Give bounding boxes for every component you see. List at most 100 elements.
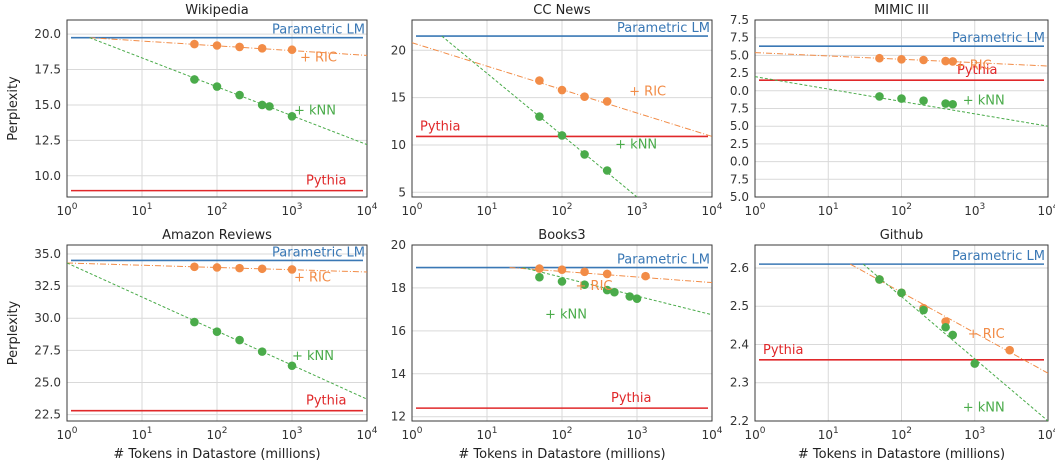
parametric-lm-label: Parametric LM bbox=[272, 23, 365, 38]
panel-mimic-iii: MIMIC III 100 101 102 103 104 5.0 7.5 0.0 2.5 5.0 7… bbox=[730, 3, 1055, 218]
y-tick-label: 20 bbox=[391, 43, 406, 57]
knn-point bbox=[625, 292, 635, 301]
ric-point bbox=[287, 265, 297, 274]
knn-point bbox=[970, 359, 980, 368]
knn-point bbox=[602, 285, 612, 295]
panel-cc-news: CC News 100 101 102 103 104 5 10 15 20 Parametric … bbox=[391, 3, 723, 218]
y-tick-label: 15.0 bbox=[34, 98, 61, 112]
plot-frame bbox=[411, 19, 713, 198]
x-tick-label: 104 bbox=[701, 202, 722, 218]
y-tick-label: 30.0 bbox=[34, 311, 61, 325]
knn-point bbox=[287, 111, 297, 121]
x-tick-label: 102 bbox=[551, 202, 572, 218]
x-tick-label: 104 bbox=[701, 426, 722, 442]
pythia-label: Pythia bbox=[763, 343, 803, 358]
ric-point bbox=[602, 97, 612, 106]
ric-point bbox=[190, 262, 199, 272]
panel-title: Github bbox=[880, 228, 924, 243]
x-tick-label: 103 bbox=[281, 426, 302, 442]
x-tick-label: 100 bbox=[56, 202, 77, 218]
y-tick-label: 5.0 bbox=[730, 190, 749, 204]
y-tick-label: 2.5 bbox=[730, 137, 749, 151]
x-axis-label: # Tokens in Datastore (millions) bbox=[458, 447, 665, 462]
y-tick-label: 2.5 bbox=[730, 66, 749, 80]
ric-point bbox=[1005, 345, 1014, 355]
y-tick-label: 10.0 bbox=[34, 169, 61, 183]
ric-label: + RIC bbox=[300, 51, 337, 66]
plot-frame bbox=[754, 244, 1049, 422]
ric-fit-line bbox=[89, 37, 367, 56]
knn-point bbox=[875, 275, 884, 284]
x-tick-label: 104 bbox=[1037, 202, 1055, 218]
ric-label: + RIC bbox=[629, 84, 666, 99]
y-tick-label: 20 bbox=[391, 238, 406, 252]
ric-point bbox=[535, 76, 544, 85]
ric-point bbox=[897, 54, 906, 64]
knn-label: + kNN bbox=[292, 349, 334, 364]
y-tick-label: 7.5 bbox=[730, 172, 749, 186]
y-tick-label: 5.0 bbox=[730, 48, 749, 62]
y-tick-label: 0.0 bbox=[730, 84, 749, 98]
y-tick-label: 5.0 bbox=[730, 119, 749, 133]
knn-point bbox=[897, 288, 906, 298]
y-tick-label: 7.5 bbox=[730, 31, 749, 45]
x-axis-label: # Tokens in Datastore (millions) bbox=[798, 447, 1005, 462]
knn-point bbox=[948, 330, 957, 340]
knn-point bbox=[190, 75, 199, 84]
x-tick-label: 104 bbox=[356, 202, 377, 218]
x-tick-label: 100 bbox=[744, 426, 765, 442]
panel-wikipedia: Wikipedia 100 101 102 103 104 10.0 12.5 15.0 17.5… bbox=[6, 3, 378, 218]
ric-label: + RIC bbox=[955, 58, 992, 73]
plot-frame bbox=[754, 19, 1049, 198]
pythia-label: Pythia bbox=[420, 119, 460, 134]
y-tick-label: 15 bbox=[391, 91, 406, 105]
knn-point bbox=[919, 96, 928, 106]
panel-github: Github 100 101 102 103 104 2.2 2.3 2.4 2.5 2.6 Para… bbox=[730, 228, 1055, 462]
knn-point bbox=[257, 100, 267, 110]
knn-label: + kNN bbox=[963, 93, 1005, 108]
y-tick-label: 5 bbox=[398, 185, 406, 199]
y-tick-label: 35.0 bbox=[34, 247, 61, 261]
parametric-lm-label: Parametric LM bbox=[952, 249, 1045, 264]
x-tick-label: 102 bbox=[206, 202, 227, 218]
knn-point bbox=[212, 327, 222, 337]
y-tick-label: 2.5 bbox=[730, 299, 749, 313]
knn-point bbox=[190, 317, 199, 327]
y-tick-label: 10 bbox=[391, 138, 406, 152]
panel-books3: Books3 100 101 102 103 104 12 14 16 18 20 Parametri… bbox=[391, 228, 723, 462]
ric-point bbox=[602, 269, 612, 279]
y-tick-label: 25.0 bbox=[34, 375, 61, 389]
knn-label: + kNN bbox=[294, 103, 336, 118]
y-tick-label: 2.3 bbox=[730, 376, 749, 390]
x-tick-label: 102 bbox=[551, 426, 572, 442]
x-tick-label: 101 bbox=[818, 426, 839, 442]
knn-point bbox=[875, 92, 884, 101]
knn-point bbox=[235, 335, 244, 345]
plot-frame bbox=[66, 244, 368, 422]
x-tick-label: 100 bbox=[401, 202, 422, 218]
ric-point bbox=[257, 264, 267, 274]
knn-point bbox=[948, 99, 957, 109]
knn-point bbox=[535, 272, 544, 282]
y-tick-label: 17.5 bbox=[34, 63, 61, 77]
y-tick-label: 12 bbox=[391, 410, 406, 424]
parametric-lm-label: Parametric LM bbox=[617, 21, 710, 36]
panel-title: Amazon Reviews bbox=[162, 228, 272, 243]
knn-point bbox=[235, 90, 244, 100]
pythia-label: Pythia bbox=[306, 394, 346, 409]
x-tick-label: 104 bbox=[356, 426, 377, 442]
knn-fit-line bbox=[755, 76, 1048, 127]
knn-fit-line bbox=[89, 37, 367, 146]
ric-point bbox=[190, 39, 199, 49]
y-tick-label: 18 bbox=[391, 281, 406, 295]
ric-point bbox=[235, 42, 244, 52]
y-tick-label: 7.5 bbox=[730, 13, 749, 27]
x-tick-label: 103 bbox=[964, 426, 985, 442]
knn-point bbox=[580, 280, 589, 290]
x-tick-label: 103 bbox=[964, 202, 985, 218]
parametric-lm-label: Parametric LM bbox=[272, 245, 365, 260]
ric-label: + RIC bbox=[294, 270, 331, 285]
ric-point bbox=[535, 264, 544, 273]
